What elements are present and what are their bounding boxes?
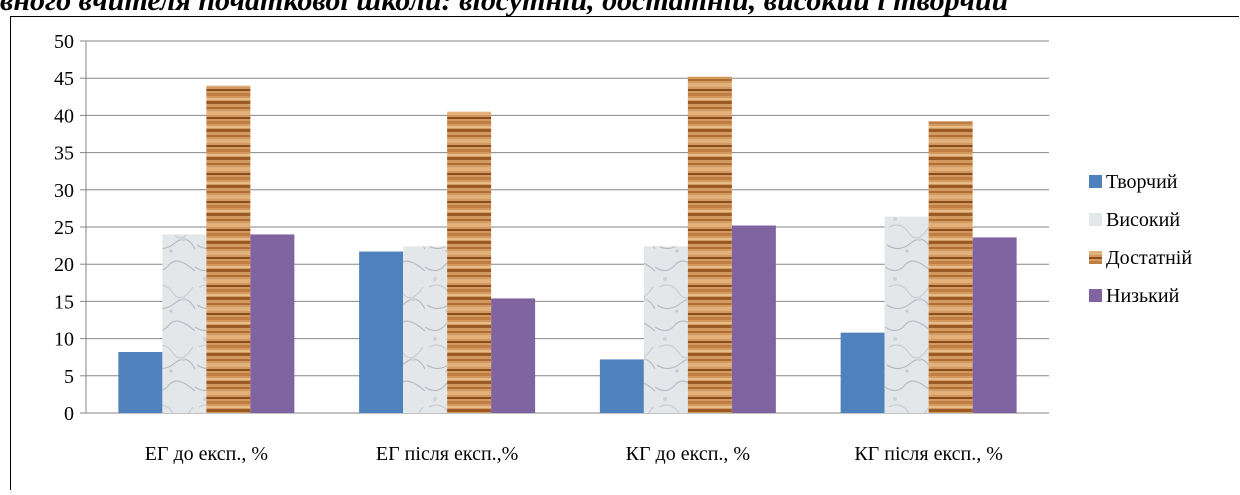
bar-Низький <box>250 234 294 413</box>
y-tick-label: 25 <box>54 217 74 239</box>
y-tick-label: 5 <box>64 366 74 388</box>
bar-Достатній <box>929 121 973 413</box>
legend-label: Достатній <box>1106 247 1192 269</box>
legend-swatch <box>1089 251 1102 264</box>
bar-Творчий <box>600 359 644 413</box>
bar-Достатній <box>447 112 491 413</box>
x-category-label: КГ після експ., % <box>854 443 1003 465</box>
y-tick-label: 15 <box>54 291 74 313</box>
legend-swatch <box>1089 213 1102 226</box>
y-tick-label: 40 <box>54 105 74 127</box>
chart-frame: 0 5 10 15 20 25 30 35 40 45 50 ЕГ до експ., % ЕГ пі… <box>10 16 1239 490</box>
bar-Творчий <box>359 252 403 413</box>
legend-label: Низький <box>1106 285 1180 307</box>
y-axis: 0 5 10 15 20 25 30 35 40 45 50 <box>54 31 86 425</box>
y-tick-label: 30 <box>54 180 74 202</box>
y-tick-label: 50 <box>54 31 74 53</box>
y-tick-label: 10 <box>54 329 74 351</box>
legend-label: Творчий <box>1106 171 1178 193</box>
bar-Високий <box>885 217 929 413</box>
bar-Низький <box>491 298 535 413</box>
bar-Високий <box>162 234 206 413</box>
bar-Високий <box>403 246 447 413</box>
y-tick-label: 35 <box>54 143 74 165</box>
legend: Творчий Високий Достатній Низький <box>1089 171 1192 307</box>
y-tick-label: 20 <box>54 254 74 276</box>
bar-Творчий <box>118 352 162 413</box>
bar-Низький <box>732 226 776 413</box>
bar-Низький <box>973 237 1017 413</box>
legend-swatch <box>1089 289 1102 302</box>
bar-Творчий <box>841 333 885 413</box>
x-axis-labels: ЕГ до експ., % ЕГ після експ.,% КГ до експ… <box>145 443 1003 465</box>
x-category-label: КГ до експ., % <box>626 443 750 465</box>
x-category-label: ЕГ до експ., % <box>145 443 268 465</box>
bar-Достатній <box>688 77 732 413</box>
bar-Достатній <box>206 86 250 413</box>
bar-Високий <box>644 246 688 413</box>
bars <box>118 77 1016 413</box>
y-tick-label: 0 <box>64 403 74 425</box>
legend-swatch <box>1089 175 1102 188</box>
legend-label: Високий <box>1106 209 1180 231</box>
y-tick-label: 45 <box>54 68 74 90</box>
x-category-label: ЕГ після експ.,% <box>376 443 518 465</box>
bar-chart: 0 5 10 15 20 25 30 35 40 45 50 ЕГ до експ., % ЕГ пі… <box>11 17 1239 490</box>
